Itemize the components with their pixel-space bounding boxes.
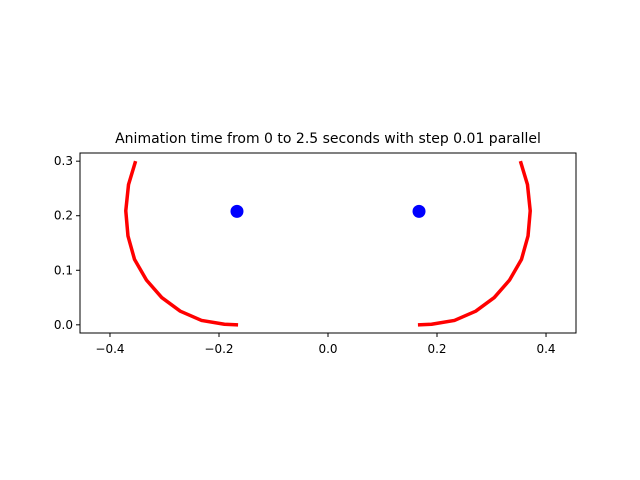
y-tick-label: 0.2 [54,209,73,223]
x-tick-label: −0.4 [95,342,124,356]
x-tick-label: 0.4 [536,342,555,356]
y-axis: 0.0 0.1 0.2 0.3 [54,154,80,332]
series-line-1 [124,160,239,327]
y-tick-label: 0.1 [54,263,73,277]
data-point-2 [412,204,426,218]
data-point-1 [230,204,244,218]
chart-title: Animation time from 0 to 2.5 seconds wit… [115,131,541,147]
y-tick-label: 0.0 [54,318,73,332]
x-tick-label: 0.0 [318,342,337,356]
series-line-2 [417,160,532,327]
x-tick-label: 0.2 [427,342,446,356]
y-tick-label: 0.3 [54,154,73,168]
x-tick-label: −0.2 [204,342,233,356]
plot-area [124,160,532,327]
x-axis: −0.4 −0.2 0.0 0.2 0.4 [95,333,556,356]
